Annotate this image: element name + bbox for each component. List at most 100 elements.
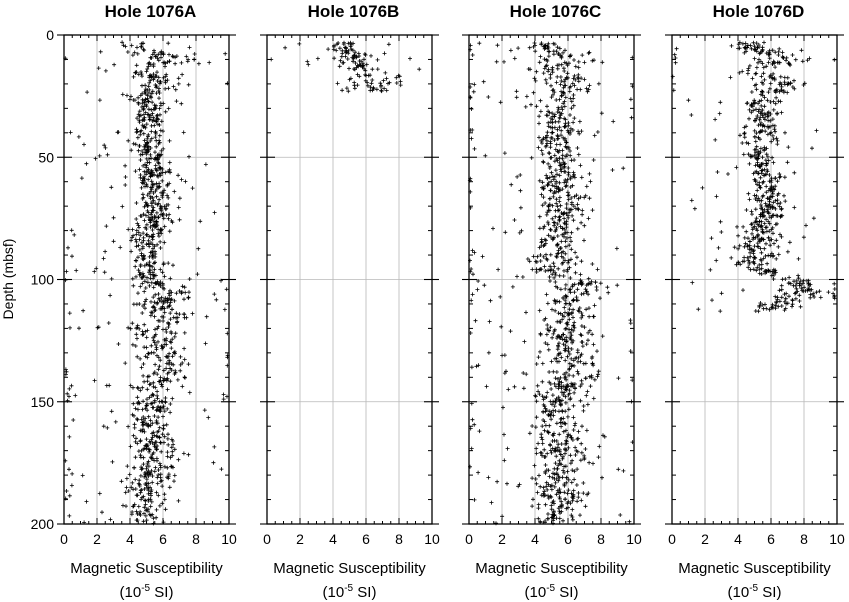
data-point bbox=[564, 301, 569, 306]
data-point bbox=[96, 325, 101, 330]
data-point bbox=[140, 149, 145, 153]
data-point bbox=[352, 80, 357, 85]
data-point bbox=[555, 336, 559, 341]
data-point bbox=[754, 65, 759, 70]
data-point bbox=[547, 423, 552, 428]
data-point bbox=[138, 473, 143, 478]
data-point bbox=[142, 511, 146, 516]
y-tick-label: 200 bbox=[31, 516, 55, 532]
data-point bbox=[749, 110, 754, 115]
data-point bbox=[152, 222, 157, 227]
data-point bbox=[568, 461, 573, 466]
data-point bbox=[160, 178, 165, 183]
data-point bbox=[524, 372, 529, 377]
data-point bbox=[118, 245, 123, 250]
data-point bbox=[129, 485, 134, 490]
data-point bbox=[543, 341, 548, 345]
data-point bbox=[766, 125, 771, 130]
data-point bbox=[502, 432, 506, 437]
data-point bbox=[187, 277, 192, 281]
data-point bbox=[144, 403, 149, 408]
data-point bbox=[550, 117, 555, 122]
x-tick-label: 0 bbox=[60, 531, 68, 547]
data-point bbox=[561, 296, 565, 300]
data-point bbox=[768, 243, 773, 248]
data-point bbox=[177, 196, 182, 201]
data-point bbox=[353, 55, 357, 60]
data-point bbox=[569, 364, 574, 369]
data-point bbox=[534, 481, 539, 486]
data-point bbox=[163, 507, 168, 512]
data-point bbox=[556, 150, 561, 155]
data-point bbox=[757, 198, 762, 203]
data-point bbox=[133, 406, 138, 411]
data-point bbox=[159, 399, 164, 404]
data-point bbox=[152, 334, 157, 339]
data-point bbox=[498, 294, 503, 299]
data-point bbox=[139, 185, 144, 190]
data-point bbox=[814, 290, 819, 295]
data-point bbox=[162, 188, 167, 193]
data-point bbox=[764, 190, 769, 195]
data-point bbox=[564, 236, 569, 240]
data-point bbox=[158, 479, 163, 484]
data-point bbox=[576, 65, 581, 70]
data-point bbox=[794, 281, 799, 286]
data-point bbox=[124, 485, 129, 490]
panel-title: Hole 1076D bbox=[713, 2, 805, 21]
data-point bbox=[69, 383, 74, 388]
data-point bbox=[363, 72, 368, 77]
data-point bbox=[791, 283, 796, 288]
data-point bbox=[79, 176, 84, 181]
data-point bbox=[137, 247, 142, 252]
data-point bbox=[796, 276, 801, 281]
data-point bbox=[742, 125, 747, 130]
data-point bbox=[153, 327, 157, 332]
data-point bbox=[150, 435, 155, 440]
data-point bbox=[561, 260, 565, 265]
data-point bbox=[783, 296, 788, 301]
data-point bbox=[164, 377, 169, 382]
data-point bbox=[570, 81, 575, 86]
data-point bbox=[378, 81, 383, 86]
data-point bbox=[561, 274, 566, 278]
data-point bbox=[151, 350, 156, 355]
data-point bbox=[753, 100, 758, 105]
data-point bbox=[151, 304, 156, 309]
data-point bbox=[568, 84, 573, 89]
data-point bbox=[150, 89, 155, 94]
data-point bbox=[555, 251, 560, 256]
data-point bbox=[177, 312, 182, 317]
data-point bbox=[140, 385, 145, 390]
data-point bbox=[147, 439, 152, 444]
data-point bbox=[163, 396, 168, 400]
data-point bbox=[551, 433, 556, 438]
data-point bbox=[533, 78, 538, 83]
data-point bbox=[153, 249, 157, 254]
data-point bbox=[368, 85, 373, 90]
data-point bbox=[165, 454, 170, 459]
data-point bbox=[143, 502, 148, 507]
data-point bbox=[579, 340, 584, 344]
data-point bbox=[151, 516, 156, 521]
data-point bbox=[141, 455, 146, 460]
data-point bbox=[628, 97, 633, 102]
data-point bbox=[508, 329, 513, 334]
data-point bbox=[145, 275, 149, 280]
data-point bbox=[555, 319, 560, 324]
data-point bbox=[560, 156, 565, 161]
data-point bbox=[768, 73, 773, 78]
data-point bbox=[67, 467, 71, 472]
data-point bbox=[587, 306, 591, 311]
data-point bbox=[579, 315, 584, 320]
data-point bbox=[551, 191, 556, 196]
data-point bbox=[757, 130, 762, 135]
data-point bbox=[569, 356, 574, 361]
data-point bbox=[766, 110, 771, 115]
data-point bbox=[557, 97, 562, 102]
data-point bbox=[152, 314, 157, 319]
data-point bbox=[575, 226, 580, 231]
data-point bbox=[742, 50, 747, 55]
data-point bbox=[546, 208, 551, 213]
data-point bbox=[751, 235, 756, 240]
